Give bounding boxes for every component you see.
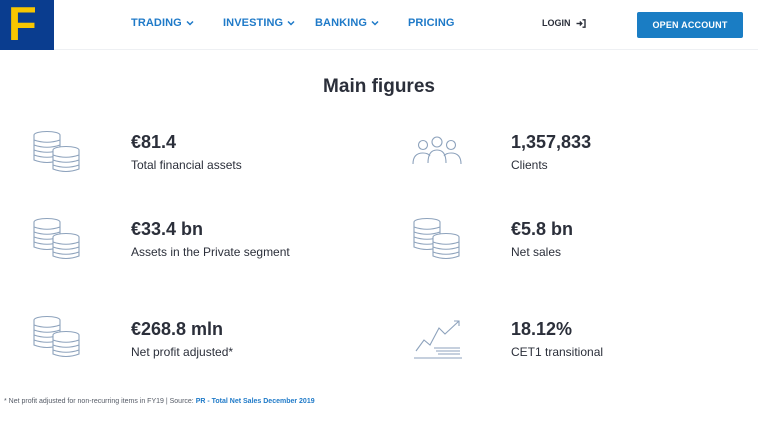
login-icon <box>576 18 586 28</box>
chevron-down-icon <box>186 20 194 26</box>
figure-value: €5.8 bn <box>511 219 574 239</box>
coins-stack-icon <box>33 217 80 260</box>
nav-banking-label: BANKING <box>315 17 368 29</box>
people-group-icon <box>412 136 462 165</box>
figure-label: CET1 transitional <box>511 345 604 359</box>
figure-value: €33.4 bn <box>131 219 204 239</box>
figure-label: Net sales <box>511 245 562 259</box>
login-link[interactable]: LOGIN <box>542 18 586 28</box>
nav-investing[interactable]: INVESTING <box>223 17 295 29</box>
page-title: Main figures <box>323 76 435 97</box>
nav-pricing[interactable]: PRICING <box>408 17 455 29</box>
nav-investing-label: INVESTING <box>223 17 284 29</box>
fineco-logo[interactable]: F <box>0 0 54 50</box>
chevron-down-icon <box>287 20 295 26</box>
figure-label: Assets in the Private segment <box>131 245 290 259</box>
nav-trading-label: TRADING <box>131 17 182 29</box>
footnote: * Net profit adjusted for non-recurring … <box>4 398 315 405</box>
figure-value: €81.4 <box>131 132 177 152</box>
coins-stack-icon <box>33 130 80 173</box>
logo-letter: F <box>8 0 37 50</box>
growth-chart-icon <box>414 320 462 359</box>
figure-label: Total financial assets <box>131 158 242 172</box>
figure-label: Net profit adjusted* <box>131 345 234 359</box>
open-account-button[interactable]: OPEN ACCOUNT <box>637 12 743 38</box>
chevron-down-icon <box>371 20 379 26</box>
top-header: F TRADING INVESTING BANKING PRICING LOGI… <box>0 0 758 50</box>
figure-label: Clients <box>511 158 548 172</box>
nav-pricing-label: PRICING <box>408 17 455 29</box>
figure-value: 1,357,833 <box>511 132 592 152</box>
nav-trading[interactable]: TRADING <box>131 17 194 29</box>
coins-stack-icon <box>33 315 80 358</box>
source-link[interactable]: PR - Total Net Sales December 2019 <box>195 398 315 405</box>
footnote-text: * Net profit adjusted for non-recurring … <box>4 398 196 405</box>
figure-value: 18.12% <box>511 319 573 339</box>
coins-stack-icon <box>413 217 460 260</box>
login-label: LOGIN <box>542 18 571 28</box>
figure-value: €268.8 mln <box>131 319 224 339</box>
nav-banking[interactable]: BANKING <box>315 17 379 29</box>
